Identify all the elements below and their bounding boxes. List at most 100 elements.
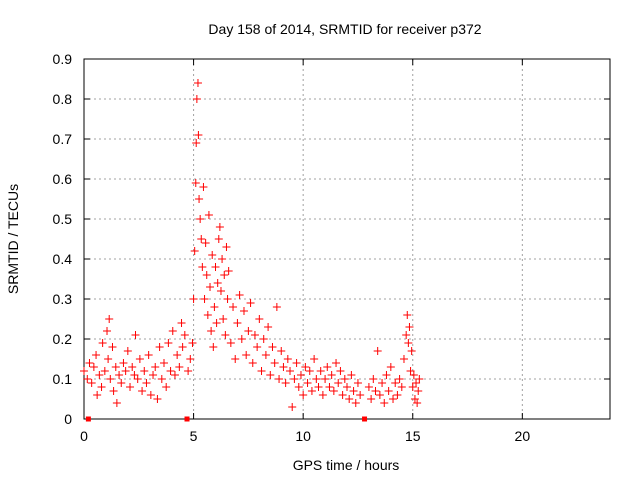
data-point: [332, 359, 341, 367]
data-point: [196, 215, 205, 223]
data-point: [109, 387, 118, 395]
data-point: [303, 379, 312, 387]
data-point: [270, 359, 279, 367]
data-point: [178, 343, 187, 351]
data-point: [318, 391, 327, 399]
data-point: [192, 95, 201, 103]
data-point: [310, 355, 319, 363]
data-point: [250, 331, 259, 339]
data-point: [166, 367, 175, 375]
data-point: [334, 379, 343, 387]
data-point: [207, 327, 216, 335]
data-gap-marker: [85, 416, 91, 422]
y-tick-label: 0.5: [53, 211, 73, 227]
data-point: [393, 391, 402, 399]
data-point: [223, 295, 232, 303]
y-tick-label: 0: [64, 411, 72, 427]
data-point: [202, 271, 211, 279]
data-point: [199, 183, 208, 191]
data-point: [277, 347, 286, 355]
data-point: [237, 335, 246, 343]
data-point: [279, 363, 288, 371]
data-point: [353, 379, 362, 387]
chart-title: Day 158 of 2014, SRMTID for receiver p37…: [208, 21, 481, 37]
data-point: [151, 363, 160, 371]
data-point: [184, 367, 193, 375]
data-point: [373, 347, 382, 355]
data-point: [209, 343, 218, 351]
y-tick-label: 0.1: [53, 371, 73, 387]
data-point: [235, 291, 244, 299]
data-point: [380, 399, 389, 407]
data-point: [87, 379, 96, 387]
data-point: [177, 319, 186, 327]
data-gap-marker: [184, 416, 190, 422]
data-point: [95, 371, 104, 379]
data-point: [294, 383, 303, 391]
data-point: [222, 243, 231, 251]
data-point: [261, 351, 270, 359]
data-point: [323, 363, 332, 371]
data-point: [212, 319, 221, 327]
data-point: [369, 375, 378, 383]
data-point: [130, 371, 139, 379]
data-point: [144, 351, 153, 359]
gap-layer: [85, 416, 368, 422]
data-point: [80, 367, 88, 375]
data-point: [215, 223, 224, 231]
data-point: [329, 387, 338, 395]
data-point: [170, 371, 179, 379]
data-point: [195, 195, 204, 203]
data-point: [219, 315, 228, 323]
data-point: [159, 359, 168, 367]
data-point: [407, 347, 416, 355]
data-point: [305, 367, 314, 375]
data-point: [206, 283, 215, 291]
data-point: [402, 331, 411, 339]
data-point: [194, 131, 203, 139]
data-point: [133, 375, 142, 383]
points-layer: [80, 79, 424, 411]
data-point: [186, 355, 195, 363]
data-point: [229, 303, 238, 311]
data-point: [93, 391, 102, 399]
data-point: [146, 391, 155, 399]
data-point: [128, 363, 137, 371]
data-point: [286, 367, 295, 375]
data-point: [149, 371, 158, 379]
data-point: [210, 303, 219, 311]
data-point: [347, 371, 356, 379]
data-point: [375, 391, 384, 399]
data-point: [191, 179, 200, 187]
x-tick-label: 15: [405, 428, 421, 444]
data-point: [105, 315, 114, 323]
data-point: [410, 395, 419, 403]
data-point: [290, 375, 299, 383]
data-point: [83, 375, 92, 383]
grid-layer: [84, 59, 610, 419]
data-point: [155, 343, 164, 351]
data-point: [382, 371, 391, 379]
data-point: [85, 359, 94, 367]
data-point: [386, 363, 395, 371]
data-point: [173, 351, 182, 359]
data-point: [244, 327, 253, 335]
data-point: [412, 379, 421, 387]
data-point: [403, 311, 412, 319]
data-point: [112, 399, 121, 407]
data-point: [299, 391, 308, 399]
data-point: [117, 379, 126, 387]
data-point: [349, 387, 358, 395]
y-tick-label: 0.8: [53, 91, 73, 107]
data-point: [201, 239, 210, 247]
x-tick-label: 20: [515, 428, 531, 444]
data-point: [98, 339, 107, 347]
data-point: [399, 355, 408, 363]
data-point: [89, 363, 98, 371]
data-point: [389, 395, 398, 403]
data-point: [220, 271, 229, 279]
data-point: [100, 367, 109, 375]
y-tick-label: 0.4: [53, 251, 73, 267]
data-point: [216, 287, 225, 295]
